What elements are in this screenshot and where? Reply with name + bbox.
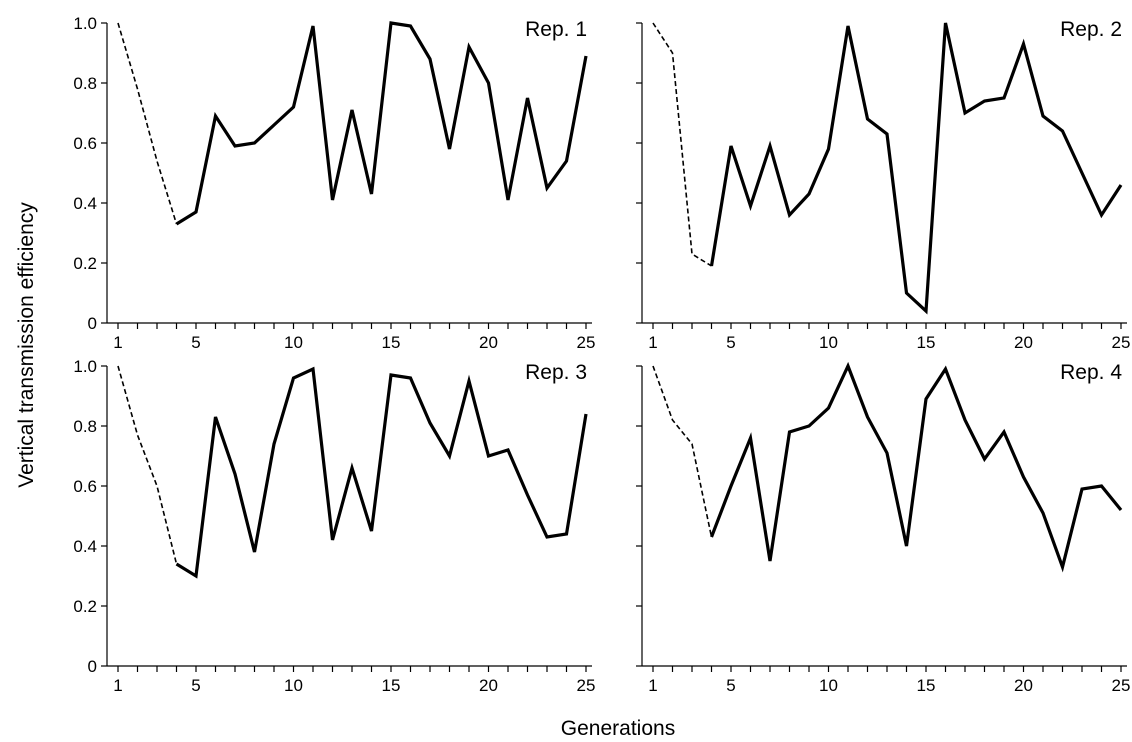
x-tick-label: 15 bbox=[917, 333, 936, 352]
y-tick-label: 0.6 bbox=[73, 477, 97, 496]
panel-label: Rep. 2 bbox=[1060, 18, 1122, 41]
series-line-dashed bbox=[117, 365, 178, 565]
series-line-dashed bbox=[652, 365, 713, 538]
panel-label: Rep. 1 bbox=[525, 18, 587, 41]
series-line-dashed bbox=[652, 22, 712, 267]
y-tick-label: 0.6 bbox=[73, 134, 97, 153]
x-tick-label: 25 bbox=[1112, 676, 1131, 695]
x-tick-label: 15 bbox=[382, 676, 401, 695]
y-tick-label: 0.8 bbox=[73, 417, 97, 436]
x-tick-label: 25 bbox=[577, 676, 596, 695]
x-tick-label: 1 bbox=[113, 676, 122, 695]
x-tick-label: 5 bbox=[191, 676, 200, 695]
y-tick-label: 0 bbox=[88, 657, 97, 676]
x-axis-title: Generations bbox=[561, 717, 675, 740]
x-tick-label: 15 bbox=[382, 333, 401, 352]
panel-label: Rep. 3 bbox=[525, 361, 587, 384]
y-tick-label: 1.0 bbox=[73, 357, 97, 376]
x-tick-label: 20 bbox=[479, 676, 498, 695]
y-tick-label: 0.4 bbox=[73, 194, 97, 213]
x-tick-label: 5 bbox=[726, 676, 735, 695]
x-tick-label: 1 bbox=[113, 333, 122, 352]
x-tick-label: 15 bbox=[917, 676, 936, 695]
x-tick-label: 25 bbox=[577, 333, 596, 352]
x-tick-label: 20 bbox=[1014, 333, 1033, 352]
series-line-dashed bbox=[117, 22, 178, 225]
series-line-solid bbox=[709, 22, 1123, 315]
y-axis-title: Vertical transmission efficiency bbox=[15, 202, 38, 488]
x-tick-label: 20 bbox=[1014, 676, 1033, 695]
x-tick-label: 10 bbox=[284, 333, 303, 352]
y-tick-label: 0.8 bbox=[73, 74, 97, 93]
y-tick-label: 1.0 bbox=[73, 14, 97, 33]
y-tick-label: 0.2 bbox=[73, 254, 97, 273]
x-tick-label: 25 bbox=[1112, 333, 1131, 352]
x-tick-label: 5 bbox=[191, 333, 200, 352]
x-tick-label: 5 bbox=[726, 333, 735, 352]
x-tick-label: 1 bbox=[648, 333, 657, 352]
series-line-solid bbox=[175, 366, 588, 579]
x-tick-label: 20 bbox=[479, 333, 498, 352]
y-tick-label: 0.4 bbox=[73, 537, 97, 556]
x-tick-label: 10 bbox=[819, 676, 838, 695]
y-tick-label: 0 bbox=[88, 314, 97, 333]
y-tick-label: 0.2 bbox=[73, 597, 97, 616]
x-tick-label: 10 bbox=[819, 333, 838, 352]
x-tick-label: 10 bbox=[284, 676, 303, 695]
x-tick-label: 1 bbox=[648, 676, 657, 695]
panel-label: Rep. 4 bbox=[1060, 361, 1122, 384]
series-line-solid bbox=[175, 21, 588, 226]
series-line-solid bbox=[710, 361, 1123, 573]
